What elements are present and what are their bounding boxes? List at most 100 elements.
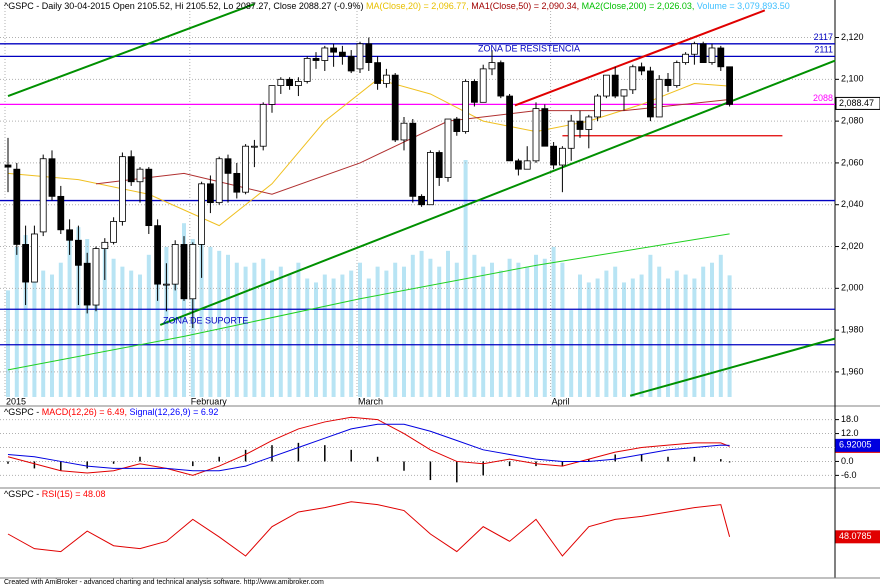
- x-tick-label: February: [191, 396, 228, 406]
- volume-bar: [252, 262, 257, 397]
- value-box: [835, 96, 880, 110]
- y-tick-label: 2,060: [841, 157, 864, 167]
- y-tick-label: 2,040: [841, 199, 864, 209]
- candle-body: [374, 62, 382, 84]
- level-label: 2111: [814, 45, 833, 55]
- volume-bar: [14, 246, 19, 397]
- candle-body: [162, 283, 170, 286]
- candle-body: [470, 81, 478, 103]
- volume-bar: [701, 266, 706, 397]
- panel-header: ^GSPC - MACD(12,26) = 6.49, Signal(12,26…: [4, 407, 218, 417]
- candle-body: [409, 122, 417, 197]
- y-tick-label: 2,020: [841, 241, 864, 251]
- candle-body: [13, 168, 21, 245]
- candle-body: [259, 104, 267, 147]
- volume-bar: [296, 262, 301, 397]
- candle-body: [39, 158, 47, 233]
- volume-bar: [102, 242, 107, 397]
- header-segment: MA2(Close,200) = 2,026.03,: [579, 1, 694, 11]
- footer: Created with AmiBroker - advanced charti…: [4, 579, 324, 586]
- level-label: 2088: [813, 93, 833, 103]
- volume-bar: [683, 274, 688, 397]
- x-tick-label: March: [358, 396, 383, 406]
- candle-body: [330, 47, 338, 53]
- volume-bar: [331, 278, 336, 397]
- volume-bar: [199, 235, 204, 397]
- indicator-line: [7, 423, 730, 472]
- candle-body: [515, 160, 522, 170]
- volume-bar: [32, 254, 37, 397]
- volume-bar: [234, 262, 239, 397]
- candle-body: [611, 74, 619, 97]
- candle-body: [453, 118, 461, 132]
- volume-bar: [120, 266, 125, 397]
- candle-body: [127, 156, 135, 183]
- volume-bar: [569, 310, 574, 397]
- candle-body: [691, 43, 698, 55]
- trend-line: [629, 337, 836, 397]
- moving-average: [7, 78, 730, 227]
- candle-body: [250, 145, 258, 148]
- volume-bar: [375, 266, 380, 397]
- candle-body: [180, 244, 188, 300]
- volume-bar: [604, 270, 609, 397]
- candle-body: [224, 158, 232, 174]
- y-tick-label: 2,100: [841, 74, 864, 84]
- y-tick-label: 18.0: [841, 414, 859, 424]
- candle-body: [532, 108, 540, 162]
- candle-body: [338, 51, 346, 57]
- candle-body: [110, 221, 117, 243]
- volume-bar: [472, 254, 477, 397]
- header-segment: Signal(12,26,9) = 6.92: [127, 407, 218, 417]
- volume-bar: [146, 254, 151, 397]
- candle-body: [647, 70, 654, 118]
- panel-header: ^GSPC - RSI(15) = 48.08: [4, 489, 106, 499]
- volume-bar: [534, 254, 538, 397]
- volume-bar: [6, 290, 10, 397]
- candle-body: [294, 81, 302, 86]
- volume-bar: [648, 254, 653, 397]
- candle-body: [550, 145, 557, 166]
- candle-body: [347, 55, 355, 72]
- volume-bar: [419, 250, 424, 397]
- candle-body: [559, 147, 566, 166]
- candle-body: [136, 168, 144, 183]
- volume-bar: [287, 274, 292, 397]
- x-tick-label: 2015: [6, 396, 26, 406]
- candle-body: [567, 120, 575, 149]
- candle-body: [400, 122, 408, 141]
- candle-body: [286, 78, 294, 86]
- candle-body: [479, 68, 487, 103]
- candle-body: [233, 172, 241, 193]
- candle-body: [277, 78, 285, 86]
- volume-bar: [76, 227, 81, 397]
- volume-bar: [428, 258, 433, 397]
- header-segment: Volume = 3,079,893.50: [694, 1, 789, 11]
- volume-bar: [551, 246, 556, 397]
- candle-body: [426, 152, 434, 206]
- candle-body: [189, 244, 197, 300]
- candle-body: [154, 225, 162, 285]
- header-segment: ^GSPC - Daily 30-04-2015 Open 2105.52, H…: [4, 1, 363, 11]
- volume-bar: [402, 266, 406, 397]
- candle-body: [101, 241, 109, 250]
- volume-bar: [657, 266, 662, 397]
- volume-bar: [692, 278, 697, 397]
- candle-body: [603, 74, 610, 97]
- annotation: ZONA DE SUPORTE: [163, 315, 248, 325]
- volume-bar: [173, 254, 178, 397]
- volume-bar: [410, 254, 415, 397]
- candle-body: [664, 78, 672, 86]
- volume-bar: [666, 278, 670, 397]
- volume-bar: [498, 270, 503, 397]
- candle-body: [726, 66, 733, 105]
- candle-body: [92, 248, 100, 306]
- annotation: ZONA DE RESISTÊNCIA: [478, 43, 580, 53]
- candle-body: [57, 195, 65, 231]
- volume-bar: [243, 266, 248, 397]
- volume-bar: [129, 270, 134, 397]
- trend-line: [159, 59, 836, 326]
- candle-body: [4, 164, 12, 168]
- candle-body: [206, 183, 214, 204]
- volume-bar: [138, 274, 142, 397]
